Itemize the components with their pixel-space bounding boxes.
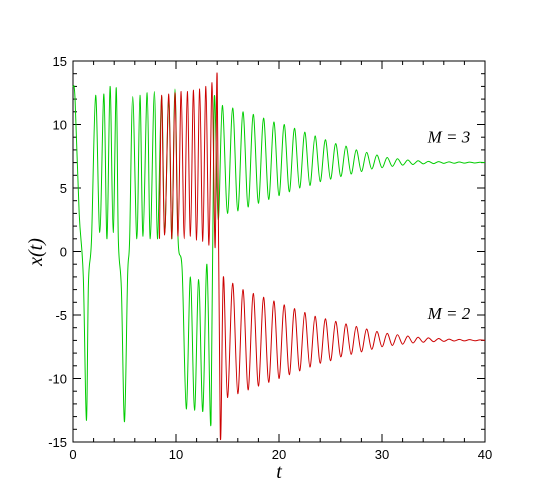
y-tick-label: 0 <box>60 245 67 260</box>
x-tick-label: 20 <box>272 447 286 462</box>
y-tick-label: 15 <box>53 54 67 69</box>
y-tick-label: 10 <box>53 118 67 133</box>
plot-frame <box>72 60 486 443</box>
x-axis-label: t <box>276 461 282 483</box>
y-axis-label: x(t) <box>25 238 47 267</box>
x-tick-label: 10 <box>169 447 183 462</box>
x-tick-label: 30 <box>375 447 389 462</box>
ticks <box>72 60 486 443</box>
y-tick-label: -10 <box>48 372 67 387</box>
series-line-m2 <box>159 72 486 440</box>
annotation-m2: M = 2 <box>427 304 471 323</box>
series-lines <box>72 72 486 440</box>
y-tick-label: -5 <box>55 308 67 323</box>
x-tick-label: 0 <box>69 447 76 462</box>
y-tick-label: 5 <box>60 181 67 196</box>
x-tick-label: 40 <box>478 447 492 462</box>
annotation-m3: M = 3 <box>427 127 471 146</box>
series-line-m3 <box>72 85 486 427</box>
tick-labels: 0 10 20 30 40 -15 -10 -5 0 5 10 15 <box>48 54 492 462</box>
y-tick-label: -15 <box>48 435 67 450</box>
